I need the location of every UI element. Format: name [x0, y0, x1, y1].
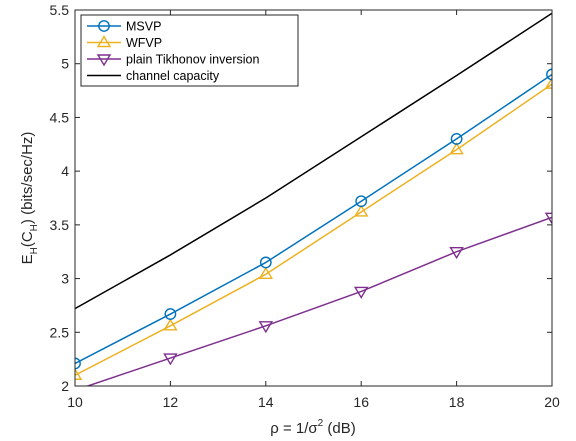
data-point — [353, 286, 369, 299]
x-tick-label: 14 — [258, 394, 274, 410]
series-line — [75, 12, 552, 310]
legend-item: WFVP — [87, 35, 162, 50]
x-tick-label: 18 — [449, 394, 465, 410]
series-wfvp — [75, 76, 552, 380]
y-tick-label: 3 — [61, 271, 69, 287]
data-point — [163, 318, 178, 331]
x-axis-label: ρ = 1/σ2 (dB) — [270, 418, 355, 437]
plot-border — [74, 9, 553, 387]
legend-marker — [96, 54, 112, 67]
data-point — [450, 133, 463, 145]
data-point — [353, 204, 369, 217]
y-axis-label-sub2: H — [29, 224, 40, 231]
legend-marker — [98, 20, 110, 32]
y-tick-label: 5 — [61, 56, 69, 72]
y-tick-label: 4.5 — [50, 109, 70, 125]
data-point — [258, 266, 274, 279]
y-tick-label: 5.5 — [50, 2, 70, 18]
y-axis-label-sub1: H — [29, 247, 40, 254]
data-point — [258, 321, 274, 334]
ticks-layer: 10 12 14 16 18 20 2 2.5 3 3.5 4 4.5 5 5.5 — [50, 2, 560, 410]
x-axis-label-prefix: ρ = 1/σ — [270, 420, 318, 437]
data-point — [544, 76, 552, 89]
y-axis-label: EH(CH) (bits/sec/Hz) — [19, 132, 40, 265]
legend-marker — [96, 35, 112, 48]
data-point — [259, 256, 272, 269]
legend: MSVP WFVP plain Tikhonov inversion channel … — [80, 14, 299, 87]
data-point — [164, 308, 177, 320]
x-tick-label: 12 — [163, 394, 179, 410]
y-tick-label: 3.5 — [50, 217, 70, 233]
y-tick-label: 2 — [61, 378, 69, 394]
legend-label: MSVP — [126, 20, 161, 34]
x-tick-label: 20 — [544, 394, 560, 410]
legend-item: channel capacity — [87, 69, 220, 83]
legend-label: plain Tikhonov inversion — [126, 53, 259, 67]
legend-box — [80, 14, 299, 87]
data-point — [75, 367, 83, 380]
y-tick-label: 4 — [61, 163, 69, 179]
series-channel-capacity — [75, 12, 552, 310]
legend-label: channel capacity — [126, 69, 220, 83]
y-axis-label-part3: ) (bits/sec/Hz) — [19, 132, 36, 225]
y-axis-label-part1: E — [19, 254, 36, 264]
x-tick-label: 10 — [67, 394, 83, 410]
data-point — [449, 247, 464, 260]
y-axis-label-part2: (C — [19, 231, 36, 247]
legend-item: plain Tikhonov inversion — [87, 53, 259, 67]
series-line — [75, 83, 552, 376]
y-tick-label: 2.5 — [50, 324, 70, 340]
data-point — [544, 212, 552, 225]
data-point — [355, 195, 368, 208]
legend-item: MSVP — [87, 20, 161, 34]
data-point — [163, 353, 178, 366]
series-line — [85, 216, 552, 386]
legend-label: WFVP — [126, 36, 162, 50]
x-axis-label-sup: 2 — [318, 418, 324, 429]
series-plain-tikhonov-inversion — [75, 212, 552, 386]
series-line — [75, 73, 552, 365]
data-point — [449, 142, 464, 155]
x-tick-label: 16 — [353, 394, 369, 410]
x-axis-label-suffix: (dB) — [323, 420, 356, 437]
